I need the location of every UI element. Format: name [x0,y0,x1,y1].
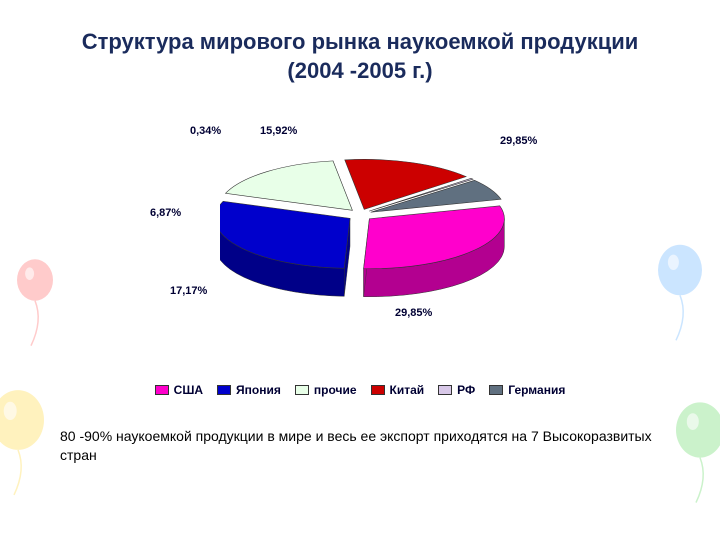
legend-swatch [155,385,169,395]
legend-item: Германия [489,383,565,397]
legend-swatch [371,385,385,395]
legend-swatch [295,385,309,395]
chart-caption: 80 -90% наукоемкой продукции в мире и ве… [0,397,720,465]
chart-legend: США Япония прочие Китай РФ Германия [0,383,720,397]
slice-label: 17,17% [170,285,207,297]
pie-chart: 29,85% 29,85% 17,17% 15,92% 0,34% 6,87% [0,95,720,375]
legend-label: США [174,383,203,397]
slice-label: 6,87% [150,207,181,219]
legend-label: Германия [508,383,565,397]
legend-swatch [438,385,452,395]
legend-item: прочие [295,383,357,397]
legend-swatch [217,385,231,395]
slice-label: 29,85% [500,135,537,147]
legend-item: Япония [217,383,281,397]
legend-swatch [489,385,503,395]
legend-label: прочие [314,383,357,397]
legend-label: Китай [390,383,425,397]
legend-item: РФ [438,383,475,397]
legend-label: Япония [236,383,281,397]
slice-label: 15,92% [260,125,297,137]
slice-label: 29,85% [395,307,432,319]
legend-item: Китай [371,383,425,397]
chart-title: Структура мирового рынка наукоемкой прод… [0,0,720,95]
slice-label: 0,34% [190,125,221,137]
legend-label: РФ [457,383,475,397]
legend-item: США [155,383,203,397]
